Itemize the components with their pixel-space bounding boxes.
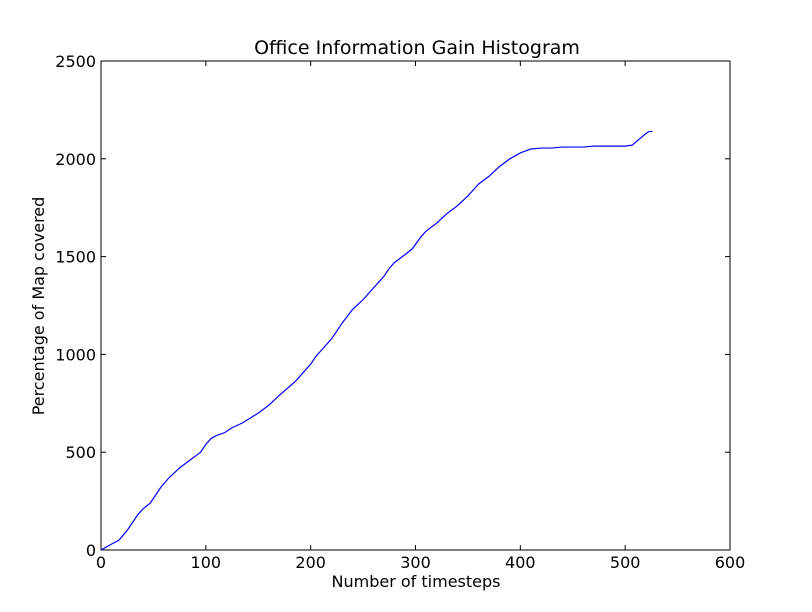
x-tick-label: 300 <box>400 553 431 572</box>
y-tick-label: 1000 <box>55 345 96 364</box>
x-tick-label: 500 <box>610 553 641 572</box>
x-tick-label: 100 <box>191 553 222 572</box>
y-tick-label: 2000 <box>55 150 96 169</box>
y-tick-label: 500 <box>65 443 96 462</box>
y-tick-label: 2500 <box>55 52 96 71</box>
series-line <box>100 130 653 551</box>
x-tick-label: 200 <box>295 553 326 572</box>
x-tick-label: 0 <box>96 553 106 572</box>
axis-ticks <box>100 60 731 551</box>
x-tick-label: 600 <box>715 553 746 572</box>
chart-title: Office Information Gain Histogram <box>254 37 580 59</box>
y-tick-label: 0 <box>86 541 96 560</box>
plot-frame <box>100 60 731 551</box>
y-tick-label: 1500 <box>55 248 96 267</box>
axis-tick-labels: 0 100 200 300 400 500 600 0 500 1000 1500 2000 2500 <box>55 52 745 572</box>
x-tick-label: 400 <box>505 553 536 572</box>
x-axis-label: Number of timesteps <box>332 572 501 591</box>
y-axis-label: Percentage of Map covered <box>29 197 48 416</box>
